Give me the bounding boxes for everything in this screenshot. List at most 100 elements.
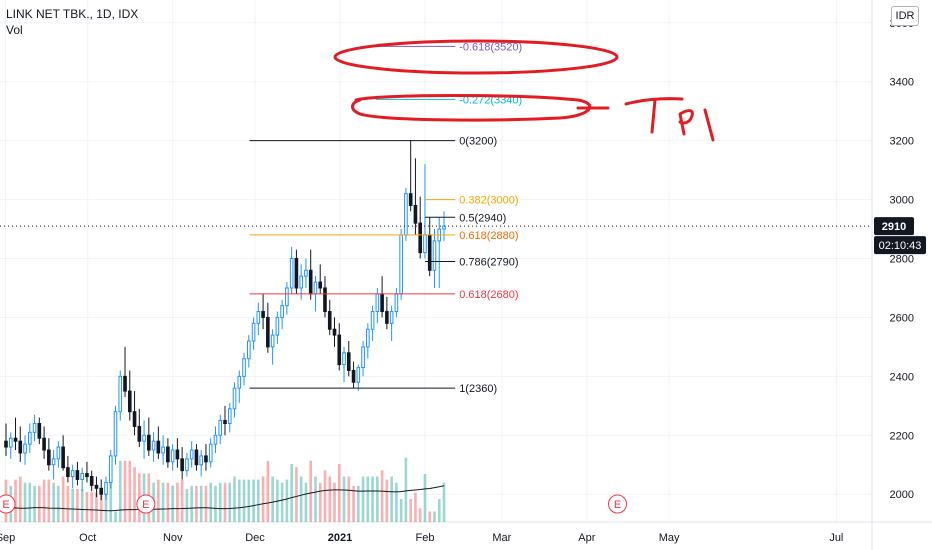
volume-bar — [376, 476, 379, 522]
volume-bar — [437, 499, 441, 522]
candle-body — [408, 193, 413, 206]
volume-bar — [237, 479, 241, 522]
volume-bar — [409, 499, 412, 522]
candle-body — [356, 367, 361, 383]
candle-body — [413, 204, 418, 224]
volume-bar — [337, 464, 341, 522]
volume-bar — [90, 492, 94, 522]
volume-bar — [157, 479, 160, 522]
candle-body — [246, 340, 251, 360]
volume-bar — [314, 476, 317, 522]
x-tick-label: Feb — [416, 532, 435, 544]
volume-bar — [318, 482, 322, 522]
candle-body — [18, 440, 23, 454]
candle-body — [385, 311, 389, 324]
volume-bar — [104, 489, 108, 522]
volume-bar — [418, 508, 422, 522]
volume-bar — [261, 476, 265, 522]
volume-bar — [309, 460, 313, 522]
candle-body — [123, 375, 127, 392]
volume-bar — [399, 499, 403, 522]
volume-bar — [176, 482, 179, 522]
volume-bar — [61, 476, 65, 522]
earnings-event-icon: E — [136, 494, 156, 514]
volume-bar — [185, 489, 189, 522]
volume-bar — [218, 482, 222, 522]
candle-body — [342, 352, 346, 366]
candle-body — [218, 420, 223, 436]
volume-ma-line — [5, 485, 445, 512]
candle-body — [104, 481, 108, 495]
candle-body — [113, 411, 118, 457]
volume-bar — [204, 485, 208, 522]
candle-body — [13, 437, 18, 442]
volume-bar — [242, 479, 246, 522]
candle-body — [199, 455, 204, 466]
volume-bar — [404, 457, 408, 522]
candle-body — [180, 458, 184, 472]
volume-bar — [128, 460, 132, 522]
candle-body — [227, 408, 232, 424]
volume-bar — [166, 482, 170, 522]
volume-bar — [47, 479, 51, 522]
volume-label[interactable]: Vol — [6, 23, 23, 37]
candle-body — [294, 258, 299, 289]
candle-body — [56, 446, 61, 460]
volume-bar — [271, 476, 274, 522]
volume-bar — [247, 479, 251, 522]
fib-label: -0.618(3520) — [459, 41, 522, 53]
volume-bar — [95, 492, 98, 522]
x-tick-label: Sep — [0, 532, 15, 544]
last-price-badge — [874, 217, 914, 236]
volume-bar — [71, 489, 74, 522]
candle-body — [404, 193, 408, 236]
candle-body — [108, 455, 113, 483]
candle-body — [418, 222, 423, 254]
fib-label: 1(2360) — [459, 383, 497, 395]
event-circle — [0, 494, 16, 514]
last-price-label: 2910 — [882, 221, 906, 233]
volume-bar — [118, 460, 122, 522]
volume-bar — [395, 482, 398, 522]
volume-bar — [209, 482, 213, 522]
y-tick-label: 2400 — [890, 371, 914, 383]
volume-bar — [171, 485, 174, 522]
volume-bar — [114, 511, 117, 522]
candle-body — [427, 234, 432, 271]
volume-bar — [66, 485, 70, 522]
candle-body — [351, 369, 356, 383]
symbol-title[interactable]: LINK NET TBK., 1D, IDX — [6, 7, 139, 21]
candle-body — [389, 311, 394, 324]
y-tick-label: 3200 — [890, 136, 914, 148]
candle-body — [170, 449, 175, 463]
volume-bar — [266, 460, 270, 522]
volume-bar — [228, 482, 232, 522]
volume-bar — [290, 464, 293, 522]
candle-body — [204, 455, 208, 463]
candle-body — [366, 328, 370, 348]
candle-body — [313, 281, 318, 295]
candles — [4, 140, 446, 501]
volume-bar — [356, 485, 360, 522]
volume-bar — [123, 460, 127, 522]
volume-bar — [385, 479, 389, 522]
candle-body — [80, 473, 84, 480]
currency-button[interactable]: IDR — [891, 6, 919, 26]
fib-label: 0(3200) — [459, 136, 497, 148]
earnings-event-icon: E — [607, 494, 627, 514]
volume-bar — [328, 476, 332, 522]
countdown-label: 02:10:43 — [879, 240, 922, 252]
candle-body — [42, 437, 46, 451]
volume-bar — [257, 479, 260, 522]
volume-bar — [161, 482, 165, 522]
candle-body — [37, 423, 42, 439]
fib-label: 0.382(3000) — [459, 195, 518, 207]
volume-bar — [371, 476, 374, 522]
volume-bar — [99, 492, 103, 522]
volume-bar — [442, 482, 446, 522]
volume-bar — [366, 476, 370, 522]
candle-body — [156, 440, 161, 454]
candle-body — [289, 258, 294, 289]
candle-body — [370, 311, 375, 330]
